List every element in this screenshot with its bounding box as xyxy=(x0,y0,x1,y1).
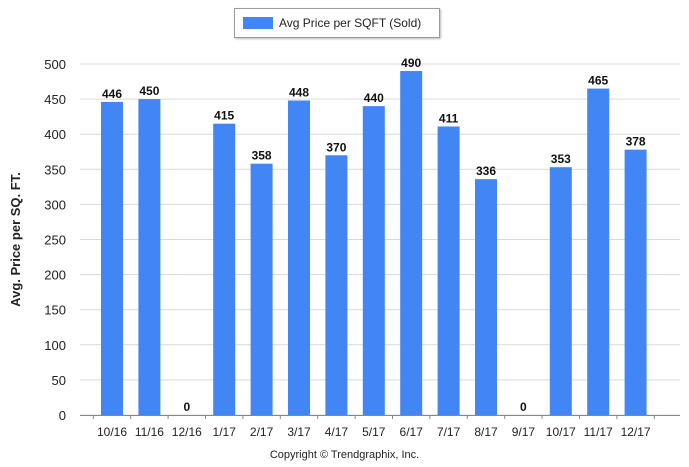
bar xyxy=(101,101,123,416)
data-label: 450 xyxy=(139,84,159,98)
bar xyxy=(250,163,273,415)
data-label: 465 xyxy=(588,74,608,88)
legend-swatch xyxy=(243,17,273,29)
x-tick-label: 1/17 xyxy=(213,425,237,439)
x-tick-label: 6/17 xyxy=(400,425,424,439)
x-tick-label: 8/17 xyxy=(474,425,498,439)
data-label: 411 xyxy=(439,111,459,125)
data-label: 448 xyxy=(289,86,309,100)
data-labels: 446 450 0 415 358 448 370 440 490 411 336 0 353 465 37… xyxy=(102,56,646,414)
bar xyxy=(325,155,348,415)
y-tick-label: 450 xyxy=(44,92,66,107)
y-tick-label: 50 xyxy=(52,373,66,388)
bar xyxy=(400,71,423,416)
data-label: 353 xyxy=(551,152,571,166)
x-tick-label: 4/17 xyxy=(325,425,349,439)
x-tick-label: 10/17 xyxy=(546,425,576,439)
bar xyxy=(138,99,161,415)
legend: Avg Price per SQFT (Sold) xyxy=(234,8,440,38)
x-tick-label: 12/17 xyxy=(621,425,651,439)
x-tick-label: 10/16 xyxy=(97,425,127,439)
bar xyxy=(549,167,572,415)
x-tick-label: 3/17 xyxy=(287,425,311,439)
x-tick-label: 11/17 xyxy=(584,425,613,439)
copyright-text: Copyright © Trendgraphix, Inc. xyxy=(269,449,420,461)
y-tick-label: 0 xyxy=(59,408,66,423)
y-tick-label: 100 xyxy=(44,338,66,353)
y-tick-label: 500 xyxy=(44,57,66,72)
x-tick-label: 5/17 xyxy=(362,425,386,439)
bars xyxy=(101,71,647,416)
bar xyxy=(213,123,236,416)
y-axis-label: Avg. Price per SQ. FT. xyxy=(8,172,23,307)
bar xyxy=(362,106,385,416)
data-label: 0 xyxy=(520,400,527,414)
y-tick-label: 250 xyxy=(44,233,66,248)
x-tick-label: 12/16 xyxy=(172,425,202,439)
x-tick-label: 11/16 xyxy=(135,425,164,439)
bar xyxy=(624,149,647,416)
bar xyxy=(587,88,610,415)
bar xyxy=(288,100,310,415)
y-tick-label: 150 xyxy=(44,303,66,318)
data-label: 336 xyxy=(476,164,496,178)
x-tick-label: 2/17 xyxy=(250,425,274,439)
x-tick-label: 7/17 xyxy=(437,425,461,439)
bar xyxy=(437,126,460,415)
legend-label: Avg Price per SQFT (Sold) xyxy=(279,16,422,30)
bar xyxy=(475,179,497,415)
data-label: 440 xyxy=(364,91,384,105)
x-tick-label: 9/17 xyxy=(512,425,536,439)
data-label: 490 xyxy=(401,56,421,70)
y-axis-ticks: 0 50 100 150 200 250 300 350 400 450 500 xyxy=(44,57,66,423)
data-label: 378 xyxy=(626,135,646,149)
y-tick-label: 200 xyxy=(44,268,66,283)
data-label: 0 xyxy=(183,400,190,414)
data-label: 415 xyxy=(214,109,234,123)
y-tick-label: 400 xyxy=(44,127,66,142)
data-label: 358 xyxy=(252,149,272,163)
y-tick-label: 300 xyxy=(44,197,66,212)
x-axis-ticks: 10/16 11/16 12/16 1/17 2/17 3/17 4/17 5/17 6/17 7… xyxy=(92,415,655,439)
data-label: 446 xyxy=(102,87,122,101)
data-label: 370 xyxy=(326,140,346,154)
y-tick-label: 350 xyxy=(44,162,66,177)
